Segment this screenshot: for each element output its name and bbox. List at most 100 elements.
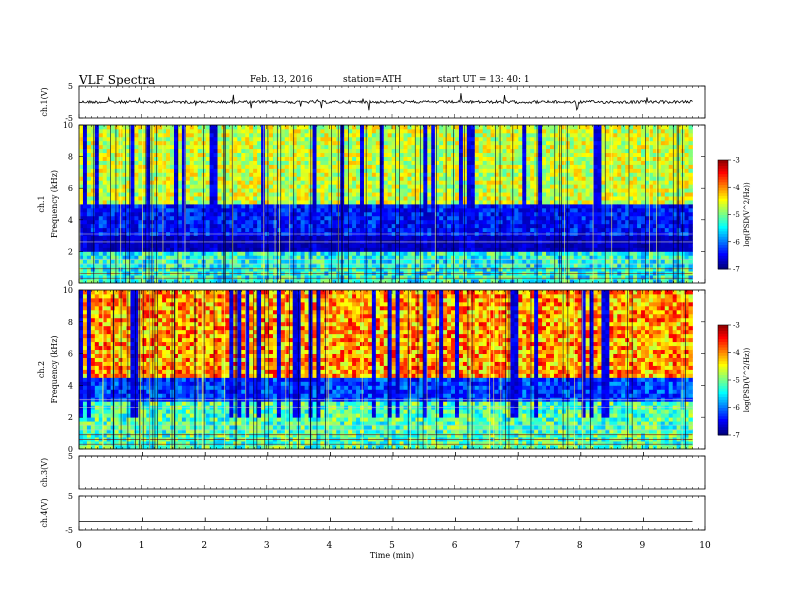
- psd-cell: [82, 148, 88, 154]
- psd-cell: [94, 200, 100, 205]
- psd-cell: [304, 196, 309, 201]
- psd-cell: [371, 192, 377, 197]
- psd-cell: [320, 192, 325, 197]
- psd-cell: [98, 204, 104, 209]
- psd-cell: [443, 215, 448, 221]
- psd-cell: [490, 144, 495, 150]
- psd-cell: [284, 192, 290, 197]
- psd-cell: [514, 148, 519, 154]
- psd-cell: [474, 227, 480, 233]
- psd-cell: [387, 156, 393, 161]
- psd-cell: [435, 128, 440, 134]
- psd-cell: [478, 136, 484, 142]
- psd-cell: [502, 196, 507, 201]
- psd-cell: [300, 263, 305, 268]
- psd-cell: [431, 164, 436, 169]
- psd-cell: [435, 164, 440, 169]
- psd-cell: [462, 196, 468, 201]
- psd-cell: [90, 164, 96, 169]
- psd-cell: [348, 148, 353, 154]
- psd-cell: [332, 168, 337, 173]
- psd-cell: [126, 207, 131, 213]
- psd-cell: [506, 211, 511, 217]
- psd-cell: [106, 204, 112, 209]
- psd-cell: [419, 279, 424, 284]
- psd-cell: [249, 144, 254, 150]
- psd-cell: [209, 168, 214, 173]
- psd-cell: [217, 259, 222, 264]
- psd-cell: [261, 144, 266, 150]
- psd-cell: [403, 211, 408, 217]
- psd-cell: [482, 219, 488, 225]
- psd-cell: [332, 204, 337, 209]
- psd-cell: [324, 267, 329, 272]
- psd-cell: [316, 255, 321, 260]
- psd-cell: [316, 275, 321, 280]
- psd-cell: [241, 263, 246, 268]
- psd-cell: [320, 235, 325, 240]
- psd-cell: [102, 223, 108, 229]
- psd-cell: [316, 140, 321, 146]
- psd-cell: [245, 128, 250, 134]
- psd-cell: [502, 200, 507, 205]
- psd-cell: [344, 259, 349, 264]
- psd-cell: [470, 211, 476, 217]
- psd-cell: [387, 235, 393, 240]
- psd-cell: [498, 211, 503, 217]
- psd-cell: [245, 215, 250, 221]
- psd-cell: [387, 160, 393, 165]
- psd-cell: [292, 164, 298, 169]
- psd-cell: [86, 172, 92, 177]
- psd-cell: [181, 164, 187, 169]
- psd-cell: [265, 200, 270, 205]
- psd-cell: [185, 128, 191, 134]
- psd-cell: [466, 279, 472, 284]
- psd-cell: [181, 263, 187, 268]
- psd-cell: [443, 200, 448, 205]
- psd-cell: [233, 140, 238, 146]
- psd-cell: [395, 223, 400, 229]
- psd-cell: [431, 144, 436, 150]
- psd-cell: [383, 176, 389, 181]
- psd-cell: [506, 275, 511, 280]
- psd-cell: [316, 192, 321, 197]
- psd-cell: [490, 128, 495, 134]
- psd-cell: [455, 251, 460, 256]
- psd-cell: [407, 219, 412, 225]
- psd-cell: [458, 156, 464, 161]
- psd-cell: [241, 196, 246, 201]
- psd-cell: [225, 148, 230, 154]
- psd-cell: [371, 204, 377, 209]
- psd-cell: [447, 204, 452, 209]
- psd-cell: [158, 196, 163, 201]
- psd-cell: [320, 196, 325, 201]
- psd-cell: [177, 247, 183, 252]
- psd-cell: [177, 152, 183, 157]
- psd-cell: [498, 184, 503, 189]
- psd-cell: [348, 144, 353, 150]
- psd-cell: [439, 251, 444, 256]
- psd-cell: [458, 247, 464, 252]
- psd-cell: [177, 176, 183, 181]
- psd-cell: [458, 255, 464, 260]
- psd-cell: [177, 243, 183, 248]
- psd-cell: [387, 148, 393, 154]
- psd-cell: [158, 164, 163, 169]
- psd-cell: [395, 192, 400, 197]
- psd-cell: [324, 176, 329, 181]
- psd-cell: [170, 211, 175, 217]
- psd-cell: [379, 152, 385, 157]
- psd-cell: [146, 207, 151, 213]
- psd-cell: [506, 125, 511, 130]
- psd-cell: [197, 188, 203, 193]
- psd-cell: [181, 196, 187, 201]
- psd-cell: [86, 207, 92, 213]
- psd-cell: [526, 176, 531, 181]
- psd-cell: [185, 176, 191, 181]
- psd-cell: [391, 180, 397, 185]
- psd-cell: [498, 267, 503, 272]
- psd-cell: [435, 215, 440, 221]
- psd-cell: [443, 164, 448, 169]
- psd-cell: [356, 207, 361, 213]
- psd-cell: [490, 279, 495, 284]
